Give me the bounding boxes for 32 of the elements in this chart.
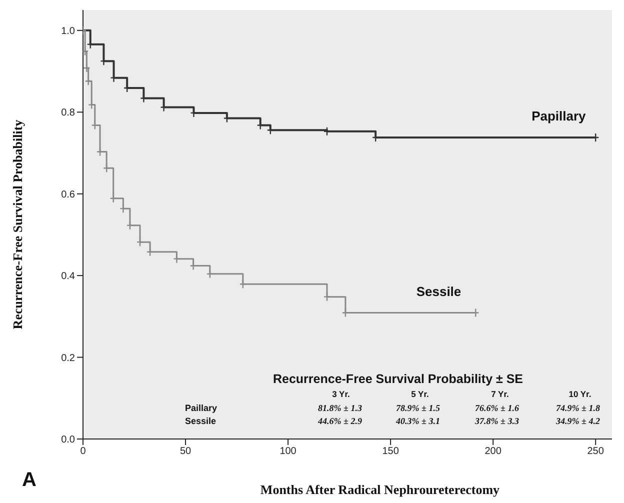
annotation: 10 Yr.: [568, 389, 592, 399]
y-tick-label: 0.6: [61, 189, 76, 200]
annotation: Sessile: [185, 416, 216, 426]
annotation: 74.9% ± 1.8: [556, 403, 600, 413]
x-tick-label: 50: [180, 446, 192, 458]
series-label: Sessile: [416, 284, 462, 299]
annotation: 37.8% ± 3.3: [474, 416, 520, 426]
x-axis-title: Months After Radical Nephroureterectomy: [260, 482, 500, 497]
x-tick-label: 150: [382, 446, 400, 458]
annotation: 5 Yr.: [411, 389, 429, 399]
y-tick-label: 0.4: [61, 271, 76, 282]
x-tick-label: 0: [80, 446, 86, 458]
y-axis-title: Recurrence-Free Survival Probability: [10, 119, 25, 330]
y-tick-label: 0.8: [61, 108, 76, 119]
x-tick-label: 200: [484, 446, 502, 458]
annotation: 7 Yr.: [491, 389, 509, 399]
annotation: 3 Yr.: [332, 389, 350, 399]
y-tick-label: 0.0: [61, 434, 76, 446]
annotation: 40.3% ± 3.1: [395, 416, 440, 426]
y-tick-label: 1.0: [61, 26, 76, 37]
series-label: Papillary: [532, 108, 587, 124]
text: A: [22, 469, 36, 491]
annotation: 34.9% ± 4.2: [555, 416, 600, 426]
annotation: Recurrence-Free Survival Probability ± SE: [272, 372, 524, 386]
annotation: 44.6% ± 2.9: [317, 416, 362, 426]
x-tick-label: 250: [587, 446, 604, 458]
y-tick-label: 0.2: [61, 352, 76, 364]
x-tick-label: 100: [280, 446, 297, 458]
annotation: Paillary: [185, 403, 218, 413]
annotation: 76.6% ± 1.6: [475, 403, 520, 413]
annotation: 81.8% ± 1.3: [318, 403, 362, 413]
annotation: 78.9% ± 1.5: [396, 403, 440, 413]
